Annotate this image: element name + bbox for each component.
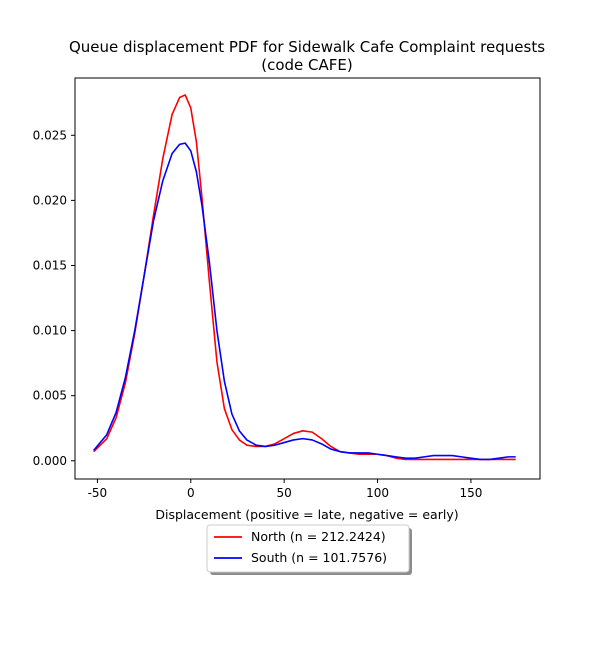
plot-frame bbox=[74, 77, 541, 480]
x-tick-label: 150 bbox=[459, 486, 482, 500]
y-tick-label: 0.020 bbox=[33, 193, 67, 207]
y-tick-label: 0.025 bbox=[33, 128, 67, 142]
chart-title-line1: Queue displacement PDF for Sidewalk Cafe… bbox=[69, 38, 545, 56]
x-tick-label: 0 bbox=[187, 486, 195, 500]
x-tick-label: -50 bbox=[88, 486, 108, 500]
y-tick-label: 0.010 bbox=[33, 324, 67, 338]
x-axis-label: Displacement (positive = late, negative … bbox=[155, 507, 458, 522]
x-axis-ticks: -50 0 50 100 150 bbox=[88, 479, 482, 500]
legend-label-south: South (n = 101.7576) bbox=[251, 550, 387, 565]
y-axis-ticks: 0.000 0.005 0.010 0.015 0.020 0.025 bbox=[33, 128, 75, 468]
y-tick-label: 0.015 bbox=[33, 258, 67, 272]
legend: North (n = 212.2424) South (n = 101.7576… bbox=[206, 524, 412, 575]
x-tick-label: 100 bbox=[366, 486, 389, 500]
series-line-north bbox=[93, 94, 516, 461]
chart-title-line2: (code CAFE) bbox=[261, 56, 353, 74]
legend-label-north: North (n = 212.2424) bbox=[251, 529, 386, 544]
plot-lines bbox=[93, 94, 516, 461]
y-tick-label: 0.000 bbox=[33, 454, 67, 468]
y-tick-label: 0.005 bbox=[33, 389, 67, 403]
legend-box bbox=[206, 524, 410, 573]
series-line-south bbox=[93, 142, 516, 461]
x-tick-label: 50 bbox=[277, 486, 292, 500]
